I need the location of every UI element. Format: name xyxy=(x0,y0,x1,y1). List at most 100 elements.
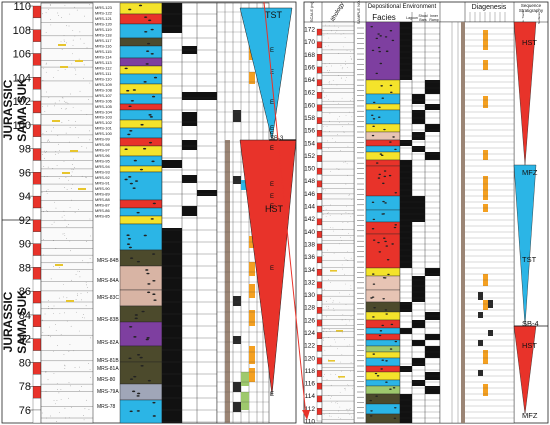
facies-grain xyxy=(128,246,132,249)
lithology-stipple xyxy=(336,401,338,402)
environment-block xyxy=(197,92,217,100)
lithology-stipple xyxy=(60,41,62,43)
lithology-stipple xyxy=(46,190,47,192)
facies-grain xyxy=(376,375,380,377)
lithology-stipple xyxy=(64,69,66,70)
lithology-stipple xyxy=(76,293,78,295)
facies-grain xyxy=(377,116,381,118)
facies-bed-yellow xyxy=(119,83,163,95)
lithology-stipple xyxy=(326,379,328,380)
facies-grain xyxy=(152,293,156,296)
depth-label: 152 xyxy=(304,153,315,160)
lithology-stipple xyxy=(44,157,45,159)
lithology-stipple xyxy=(345,161,346,163)
diagenesis-black-block xyxy=(478,340,483,346)
facies-bed-red xyxy=(119,137,163,147)
lithology-stipple xyxy=(50,24,52,26)
facies-bed-green xyxy=(365,345,401,353)
facies-bed-cyan xyxy=(365,339,401,347)
lithology-stipple xyxy=(329,215,331,216)
facies-grain xyxy=(379,35,382,37)
facies-grain xyxy=(372,353,376,355)
lithology-stipple xyxy=(62,233,64,235)
lithology-stipple xyxy=(326,126,328,127)
depth-label: 154 xyxy=(304,140,315,147)
facies-grain xyxy=(389,348,393,350)
depth-label: 78 xyxy=(19,381,31,393)
facies-grain xyxy=(372,101,376,104)
depth-label: 106 xyxy=(13,49,31,61)
scale-bar-segment xyxy=(316,54,323,61)
diagenesis-orange-block xyxy=(483,384,488,396)
facies-grain xyxy=(391,39,395,42)
lithology-stipple xyxy=(57,389,58,390)
facies-grain xyxy=(146,50,150,52)
lithology-stipple xyxy=(323,126,324,127)
lithology-stipple xyxy=(56,165,58,166)
sequence-label-e: E xyxy=(270,48,274,54)
sequence-label-e: E xyxy=(270,100,274,106)
facies-grain xyxy=(381,324,385,327)
scale-bar-segment xyxy=(32,350,42,363)
lithology-stipple xyxy=(337,134,338,135)
lithology-lens-mark xyxy=(58,44,66,46)
connector-line xyxy=(263,1,307,417)
facies-grain xyxy=(390,91,393,94)
lithology-stipple xyxy=(85,177,87,179)
sequence-label-e: E xyxy=(270,126,274,132)
scale-bar-segment xyxy=(316,224,323,232)
scale-bar-segment xyxy=(316,92,323,99)
diagenesis-orange-block xyxy=(483,96,488,108)
scale-bar-segment xyxy=(32,397,42,411)
lithology-stipple xyxy=(68,397,69,399)
scale-bar-segment xyxy=(316,243,323,251)
depth-label: 172 xyxy=(304,27,315,34)
lithology-stipple xyxy=(337,348,338,350)
lithology-stipple xyxy=(57,70,59,71)
lithology-stipple xyxy=(57,135,59,136)
lithology-stipple xyxy=(57,345,58,346)
lithology-stipple xyxy=(326,66,328,67)
lithology-stipple xyxy=(342,314,344,315)
facies-grain xyxy=(139,168,144,171)
facies-grain xyxy=(145,269,149,271)
facies-grain xyxy=(389,141,392,143)
lithology-stipple xyxy=(69,207,71,209)
facies-grain xyxy=(373,307,376,309)
lithology-stipple xyxy=(46,151,47,152)
depth-label: 144 xyxy=(304,204,315,211)
lithology-stipple xyxy=(338,169,339,170)
lithology-stipple xyxy=(75,299,77,300)
scale-bar-segment xyxy=(316,237,323,245)
lithology-stipple xyxy=(63,161,65,163)
facies-grain xyxy=(152,279,156,282)
scale-bar-segment xyxy=(32,41,42,54)
environment-block xyxy=(412,196,425,222)
lithology-stipple xyxy=(334,339,335,341)
facies-grain xyxy=(133,336,137,338)
lithology-stipple xyxy=(48,306,50,307)
facies-bed-cyan xyxy=(365,379,401,387)
lithology-stipple xyxy=(44,150,45,152)
lithology-stipple xyxy=(47,189,49,191)
lithology-stipple xyxy=(88,409,90,410)
lithology-stipple xyxy=(68,25,70,27)
facies-bed-purple xyxy=(365,21,401,81)
facies-bed-salmon xyxy=(365,131,401,141)
lithology-stipple xyxy=(48,97,50,98)
lithology-stipple xyxy=(41,412,43,414)
lithology-stipple xyxy=(55,207,57,209)
lithology-stipple xyxy=(53,76,54,78)
scale-bar-segment xyxy=(32,89,42,102)
panel-connector xyxy=(263,1,310,420)
lithology-stipple xyxy=(344,389,346,391)
sample-label: MRS-84B xyxy=(97,258,119,264)
header-shoal: Shoal xyxy=(419,14,428,18)
lithology-stipple xyxy=(46,210,47,212)
facies-grain xyxy=(124,67,128,70)
lithology-stipple xyxy=(42,80,44,81)
lithology-lens-mark xyxy=(55,264,63,266)
lithology-stipple xyxy=(70,250,71,252)
lithology-stipple xyxy=(74,6,76,8)
lithology-stipple xyxy=(345,304,347,305)
